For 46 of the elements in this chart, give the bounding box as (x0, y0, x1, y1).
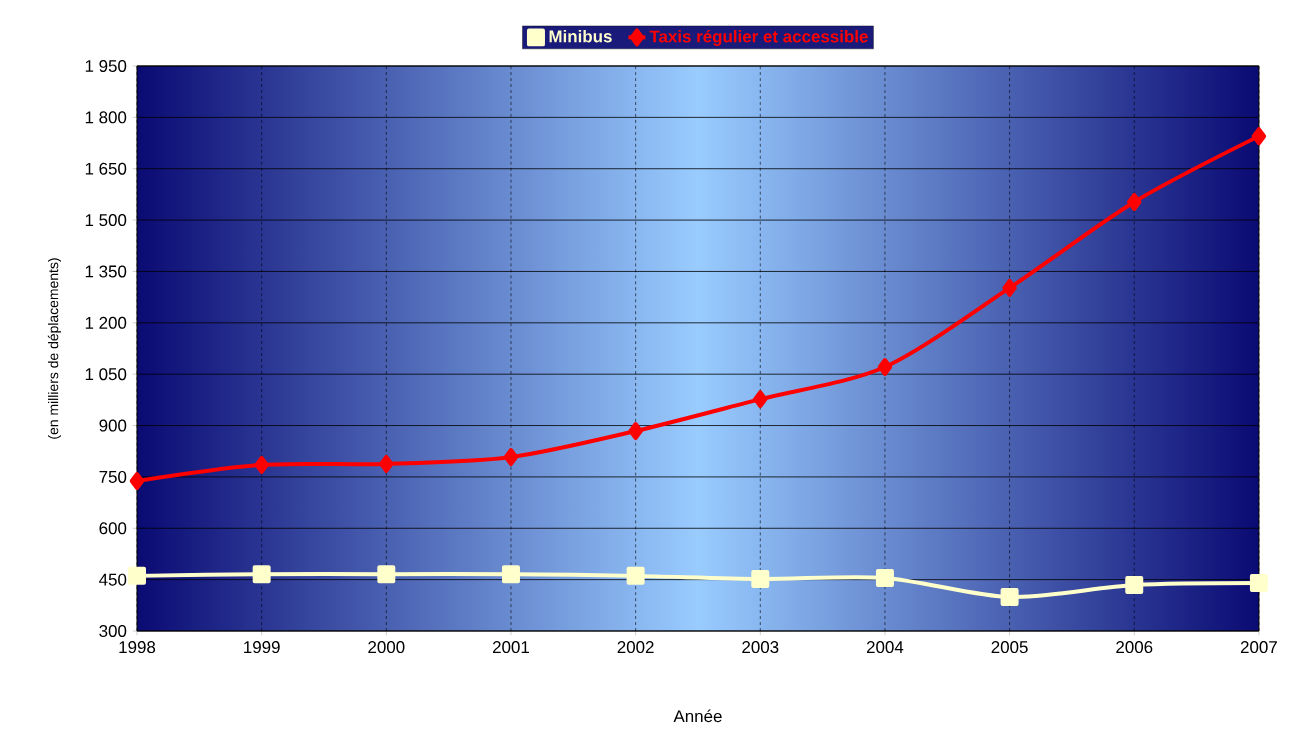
point (626, 566, 645, 585)
y-axis-title: (en milliers de déplacements) (47, 258, 62, 439)
point (1127, 192, 1142, 211)
y-tick-label: 1 050 (85, 368, 127, 381)
y-tick-label: 1 500 (85, 214, 127, 227)
point (1002, 278, 1017, 297)
y-tick-label: 1 800 (85, 111, 127, 124)
point (379, 454, 394, 473)
x-tick-label: 2005 (991, 641, 1028, 654)
x-tick-label: 1998 (119, 641, 156, 654)
point (377, 565, 396, 584)
x-tick-label: 2001 (492, 641, 529, 654)
x-tick-label: 2000 (368, 641, 405, 654)
point (129, 472, 145, 491)
legend-label: Minibus (549, 29, 612, 43)
point (1251, 127, 1267, 146)
x-tick-label: 2006 (1116, 641, 1153, 654)
y-tick-label: 1 200 (85, 316, 127, 329)
point (753, 390, 768, 409)
legend-label: Taxis régulier et accessible (649, 29, 868, 46)
point (252, 565, 271, 584)
y-tick-label: 300 (99, 625, 127, 637)
point (628, 422, 643, 441)
point (1000, 588, 1019, 607)
point (751, 569, 770, 588)
y-tick-label: 600 (99, 522, 127, 535)
x-tick-label: 2002 (617, 641, 654, 654)
point (501, 565, 520, 584)
x-tick-label: 2003 (742, 641, 779, 654)
x-tick-label: 2004 (866, 641, 904, 654)
x-axis-title: Année (673, 709, 722, 723)
point (503, 448, 519, 467)
x-tick-label: 2007 (1240, 641, 1277, 654)
point (877, 357, 893, 376)
x-tick-label: 1999 (244, 641, 280, 654)
y-tick-label: 1 350 (85, 265, 127, 278)
point (1249, 574, 1268, 593)
point (128, 566, 146, 585)
y-tick-label: 450 (99, 573, 127, 586)
y-tick-label: 900 (99, 419, 127, 432)
y-tick-label: 1 950 (85, 60, 127, 72)
point (254, 455, 269, 474)
point (875, 568, 894, 587)
y-tick-label: 750 (99, 470, 127, 483)
y-tick-label: 1 650 (85, 162, 127, 175)
point (1125, 576, 1144, 595)
